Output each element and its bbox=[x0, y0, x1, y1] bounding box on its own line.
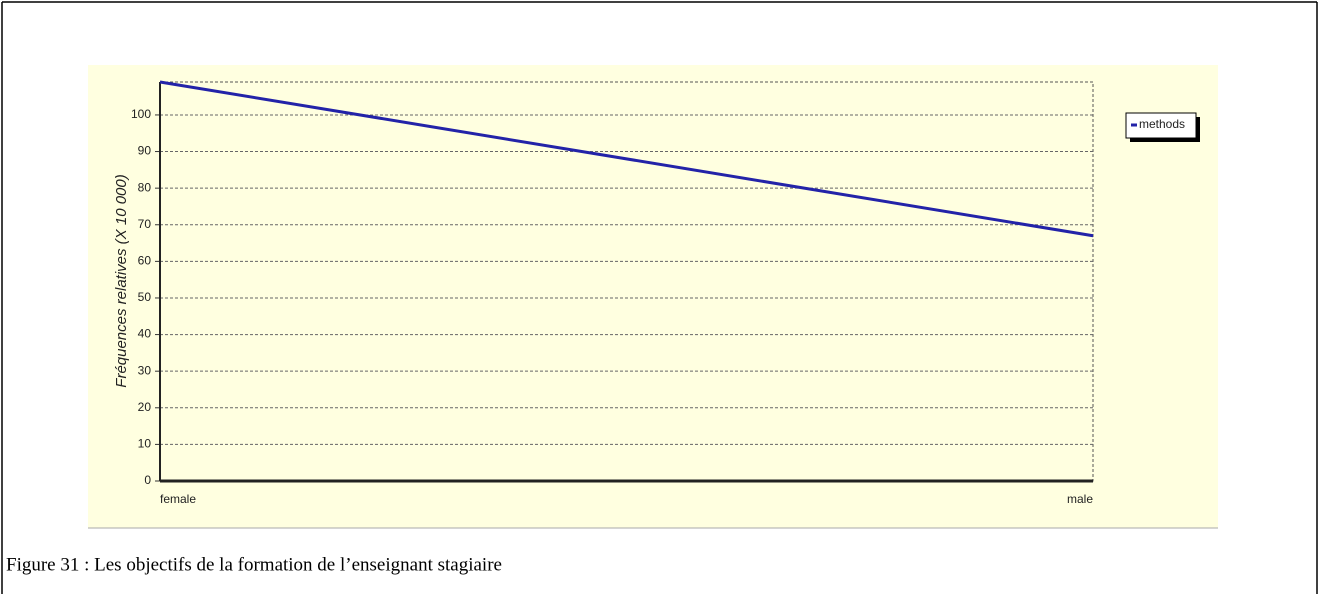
plot-area bbox=[159, 81, 1094, 482]
y-tick-label: 50 bbox=[138, 290, 152, 304]
legend-box bbox=[1125, 112, 1197, 139]
y-tick-label: 100 bbox=[131, 107, 151, 121]
y-tick-label: 40 bbox=[138, 327, 152, 341]
x-tick-label: male bbox=[1067, 492, 1093, 506]
caption: Figure 31 : Les objectifs de la formatio… bbox=[6, 554, 502, 575]
y-tick-label: 80 bbox=[138, 180, 152, 194]
chart-background bbox=[88, 65, 1218, 528]
data-line bbox=[159, 80, 1094, 238]
y-tick-label: 30 bbox=[138, 363, 152, 377]
legend-label: methods bbox=[1139, 117, 1185, 131]
x-tick-label: female bbox=[160, 492, 196, 506]
y-tick-label: 10 bbox=[138, 437, 152, 451]
y-tick-label: 90 bbox=[138, 144, 152, 158]
y-tick-label: 70 bbox=[138, 217, 152, 231]
y-tick-label: 20 bbox=[138, 400, 152, 414]
y-axis-label: Fréquences relatives (X 10 000) bbox=[113, 174, 130, 387]
y-tick-label: 0 bbox=[144, 473, 151, 487]
y-tick-label: 60 bbox=[138, 254, 152, 268]
